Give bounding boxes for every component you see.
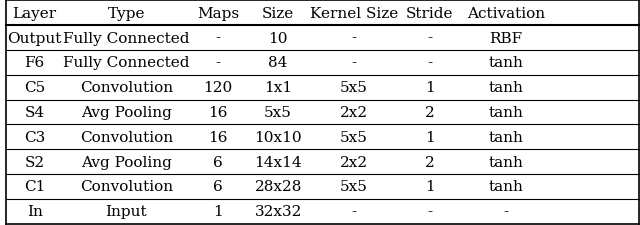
- Text: -: -: [351, 56, 356, 70]
- Text: Fully Connected: Fully Connected: [63, 56, 189, 70]
- Text: 32x32: 32x32: [255, 204, 302, 218]
- Text: tanh: tanh: [488, 155, 524, 169]
- Text: 1: 1: [213, 204, 223, 218]
- Text: -: -: [503, 204, 508, 218]
- Text: Size: Size: [262, 7, 294, 21]
- Text: 14x14: 14x14: [254, 155, 302, 169]
- Text: -: -: [351, 32, 356, 45]
- Text: Convolution: Convolution: [80, 180, 173, 194]
- Text: 1: 1: [425, 180, 435, 194]
- Text: 120: 120: [204, 81, 233, 95]
- Text: 10x10: 10x10: [254, 130, 302, 144]
- Text: tanh: tanh: [488, 180, 524, 194]
- Text: Activation: Activation: [467, 7, 545, 21]
- Text: -: -: [351, 204, 356, 218]
- Text: Stride: Stride: [406, 7, 454, 21]
- Text: Maps: Maps: [197, 7, 239, 21]
- Text: Convolution: Convolution: [80, 130, 173, 144]
- Text: tanh: tanh: [488, 130, 524, 144]
- Text: Avg Pooling: Avg Pooling: [81, 155, 172, 169]
- Text: Type: Type: [108, 7, 145, 21]
- Text: tanh: tanh: [488, 81, 524, 95]
- Text: 2: 2: [425, 106, 435, 119]
- Text: -: -: [428, 32, 433, 45]
- Text: -: -: [216, 32, 221, 45]
- Text: S4: S4: [25, 106, 45, 119]
- Text: -: -: [428, 204, 433, 218]
- Text: Kernel Size: Kernel Size: [310, 7, 398, 21]
- Text: In: In: [27, 204, 43, 218]
- Text: C1: C1: [24, 180, 45, 194]
- Text: S2: S2: [25, 155, 45, 169]
- Text: Input: Input: [106, 204, 147, 218]
- Text: 5x5: 5x5: [340, 81, 368, 95]
- Text: Layer: Layer: [13, 7, 57, 21]
- Text: 1: 1: [425, 130, 435, 144]
- Text: 84: 84: [269, 56, 288, 70]
- Text: RBF: RBF: [489, 32, 522, 45]
- Text: Avg Pooling: Avg Pooling: [81, 106, 172, 119]
- Text: tanh: tanh: [488, 56, 524, 70]
- Text: 6: 6: [213, 155, 223, 169]
- Text: F6: F6: [24, 56, 45, 70]
- Text: C5: C5: [24, 81, 45, 95]
- Text: -: -: [216, 56, 221, 70]
- Text: 2x2: 2x2: [340, 155, 368, 169]
- Text: 5x5: 5x5: [340, 180, 368, 194]
- Text: 1: 1: [425, 81, 435, 95]
- Text: 1x1: 1x1: [264, 81, 292, 95]
- Text: 5x5: 5x5: [340, 130, 368, 144]
- Text: C3: C3: [24, 130, 45, 144]
- Text: Output: Output: [8, 32, 62, 45]
- Text: Convolution: Convolution: [80, 81, 173, 95]
- Text: 16: 16: [209, 130, 228, 144]
- Text: 2x2: 2x2: [340, 106, 368, 119]
- Text: 16: 16: [209, 106, 228, 119]
- Text: tanh: tanh: [488, 106, 524, 119]
- Text: 10: 10: [268, 32, 288, 45]
- Text: 2: 2: [425, 155, 435, 169]
- Text: 6: 6: [213, 180, 223, 194]
- Text: Fully Connected: Fully Connected: [63, 32, 189, 45]
- Text: 28x28: 28x28: [255, 180, 302, 194]
- Text: 5x5: 5x5: [264, 106, 292, 119]
- Text: -: -: [428, 56, 433, 70]
